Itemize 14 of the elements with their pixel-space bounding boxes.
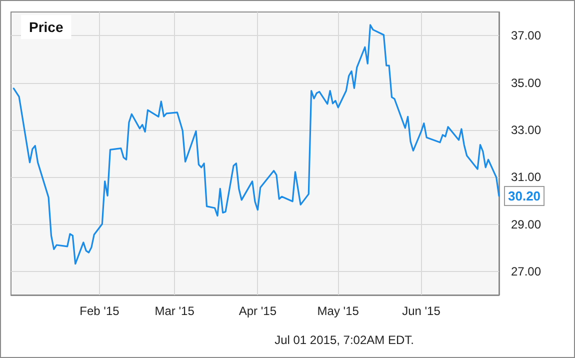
- x-tick-label: May '15: [317, 304, 360, 318]
- x-tick-label: Mar '15: [154, 304, 195, 318]
- data-label: 30.20: [508, 188, 541, 204]
- y-tick-label: 33.00: [511, 122, 542, 137]
- text: Jul 01 2015, 7:02AM EDT.: [274, 333, 414, 347]
- y-tick-label: 31.00: [511, 170, 542, 184]
- x-tick-label: Apr '15: [238, 304, 277, 318]
- y-tick-label: 27.00: [511, 264, 542, 278]
- y-tick-label: 29.00: [511, 217, 542, 232]
- y-tick-label: 35.00: [511, 76, 542, 90]
- x-tick-label: Feb '15: [80, 304, 120, 318]
- y-tick-label: 37.00: [511, 28, 542, 43]
- text: Price: [29, 19, 64, 35]
- x-tick-label: Jun '15: [402, 304, 441, 318]
